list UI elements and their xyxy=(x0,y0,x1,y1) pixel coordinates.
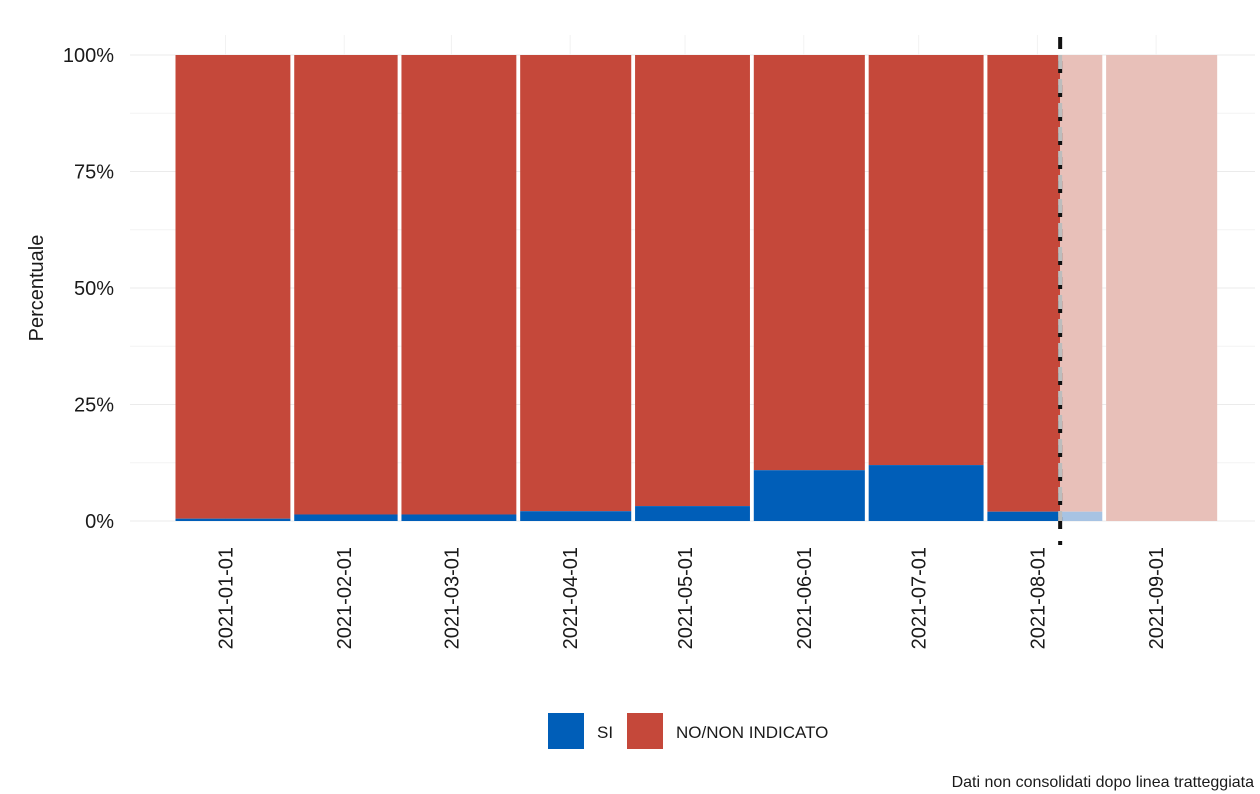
bar-no-non-indicato xyxy=(401,55,517,515)
y-tick-labels: 0% 25% 50% 75% 100% xyxy=(63,45,114,533)
y-tick-label: 100% xyxy=(63,45,114,67)
legend-swatch-no xyxy=(627,713,663,749)
x-tick-label: 2021-03-01 xyxy=(441,547,463,649)
bar-si xyxy=(294,514,398,521)
bar-si xyxy=(635,506,750,521)
y-tick-label: 25% xyxy=(74,395,114,417)
bar-si xyxy=(753,470,865,521)
bar-no-non-indicato xyxy=(520,55,632,512)
bar-no-non-indicato xyxy=(1106,55,1218,521)
x-tick-label: 2021-08-01 xyxy=(1027,547,1049,649)
x-tick-label: 2021-05-01 xyxy=(675,547,697,649)
bar-si xyxy=(175,518,291,521)
bar-no-non-indicato xyxy=(175,55,291,519)
y-tick-label: 75% xyxy=(74,162,114,184)
bar-no-non-indicato xyxy=(868,55,984,466)
bar-si xyxy=(987,511,1061,521)
bar-si xyxy=(401,514,517,521)
legend: SI NO/NON INDICATO xyxy=(548,713,828,749)
bar-si xyxy=(520,511,632,521)
x-tick-labels: 2021-01-01 2021-02-01 2021-03-01 2021-04-01… xyxy=(216,547,1169,649)
y-axis-label: Percentuale xyxy=(26,235,48,342)
x-tick-label: 2021-07-01 xyxy=(909,547,931,649)
x-tick-label: 2021-04-01 xyxy=(560,547,582,649)
bar-no-non-indicato xyxy=(635,55,750,507)
bar-no-non-indicato xyxy=(294,55,398,515)
bar-si xyxy=(1060,511,1103,521)
y-tick-label: 0% xyxy=(85,511,114,533)
bars xyxy=(175,55,1218,521)
bar-no-non-indicato xyxy=(987,55,1061,512)
x-tick-label: 2021-06-01 xyxy=(794,547,816,649)
bar-si xyxy=(868,465,984,521)
legend-label-si: SI xyxy=(597,723,613,742)
bar-no-non-indicato xyxy=(753,55,865,471)
legend-label-no: NO/NON INDICATO xyxy=(676,723,828,742)
legend-swatch-si xyxy=(548,713,584,749)
caption: Dati non consolidati dopo linea trattegg… xyxy=(952,774,1255,791)
x-tick-label: 2021-09-01 xyxy=(1146,547,1168,649)
x-tick-label: 2021-02-01 xyxy=(334,547,356,649)
bar-no-non-indicato xyxy=(1060,55,1103,512)
y-tick-label: 50% xyxy=(74,278,114,300)
x-tick-label: 2021-01-01 xyxy=(216,547,238,649)
